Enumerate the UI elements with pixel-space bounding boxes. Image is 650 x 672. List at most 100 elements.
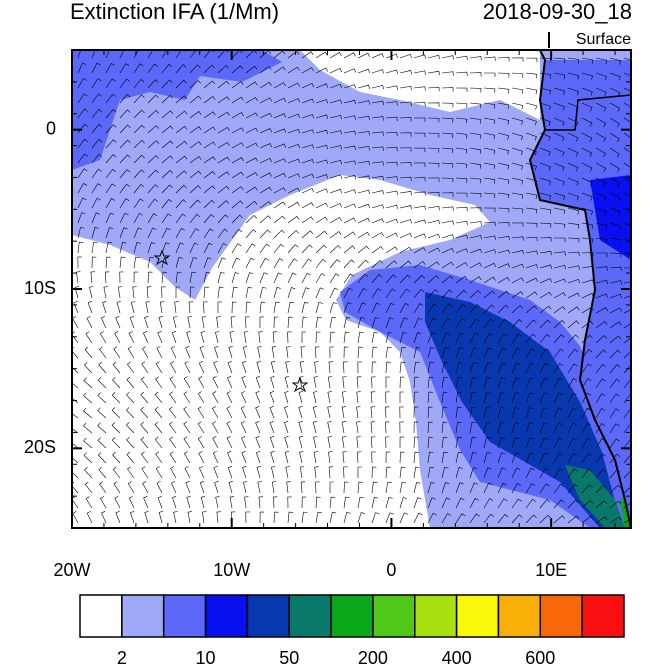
- barb: [228, 346, 233, 359]
- barb: [273, 113, 286, 119]
- barb: [119, 154, 131, 164]
- barb: [301, 316, 308, 329]
- x-tick-label: 10W: [213, 560, 250, 580]
- barb: [483, 377, 491, 389]
- barb: [469, 347, 478, 359]
- barb: [567, 515, 580, 524]
- barb: [595, 192, 607, 202]
- barb: [427, 206, 440, 211]
- colorbar-label: 400: [442, 648, 472, 667]
- barb: [119, 109, 131, 119]
- barb: [483, 276, 496, 284]
- barb: [497, 162, 510, 170]
- barb: [329, 316, 337, 329]
- barb: [441, 406, 448, 419]
- barb: [609, 117, 620, 128]
- barb: [183, 436, 191, 449]
- barb: [609, 177, 621, 187]
- barb: [203, 286, 209, 299]
- barb: [441, 289, 453, 299]
- barb: [399, 288, 410, 299]
- barb: [215, 496, 220, 509]
- barb: [189, 199, 201, 209]
- barb: [147, 63, 158, 74]
- barb: [77, 197, 87, 209]
- barb: [567, 87, 579, 96]
- barb: [105, 93, 117, 104]
- barb: [469, 391, 477, 404]
- barb: [581, 320, 594, 329]
- barb: [329, 114, 342, 120]
- barb: [287, 216, 300, 224]
- barb: [175, 79, 187, 89]
- barb: [469, 436, 477, 449]
- barb: [125, 407, 135, 419]
- barb: [581, 132, 593, 142]
- barb: [100, 496, 107, 509]
- barb: [161, 271, 168, 284]
- barb: [273, 511, 279, 524]
- barb: [581, 349, 593, 359]
- barb: [553, 407, 563, 419]
- barb: [399, 436, 405, 449]
- barb: [329, 481, 335, 494]
- barb: [567, 192, 579, 201]
- barb: [343, 217, 356, 224]
- barb: [511, 236, 524, 241]
- barb: [441, 332, 451, 344]
- barb: [469, 332, 479, 344]
- barb: [329, 245, 342, 254]
- barb: [455, 87, 468, 93]
- barb: [357, 273, 368, 284]
- barb: [511, 87, 524, 94]
- barb: [413, 361, 420, 374]
- barb: [455, 303, 467, 314]
- barb: [385, 85, 398, 90]
- barb: [469, 162, 482, 169]
- barb: [161, 170, 173, 179]
- barb: [511, 347, 521, 359]
- barb: [539, 452, 549, 464]
- barb: [567, 72, 580, 80]
- barb: [413, 102, 426, 107]
- barb: [357, 512, 366, 524]
- barb: [371, 288, 382, 299]
- barb: [273, 316, 279, 329]
- barb: [553, 207, 566, 215]
- barb: [595, 423, 606, 434]
- barb: [141, 466, 149, 479]
- barb: [284, 451, 290, 464]
- barb: [259, 66, 272, 74]
- barb: [342, 436, 347, 449]
- colorbar-swatch: [414, 594, 458, 638]
- barb: [623, 117, 631, 128]
- barb: [183, 376, 191, 389]
- barb: [341, 406, 347, 419]
- barb: [581, 393, 592, 404]
- barb: [483, 406, 491, 419]
- barb: [217, 200, 230, 209]
- barb: [227, 466, 233, 479]
- barb: [609, 147, 620, 158]
- barb: [147, 256, 155, 269]
- barb: [497, 249, 510, 254]
- barb: [525, 57, 538, 63]
- barb: [385, 361, 391, 374]
- barb: [497, 177, 510, 185]
- barb: [83, 392, 93, 404]
- barb: [385, 436, 390, 449]
- barb: [483, 207, 496, 213]
- barb: [371, 376, 376, 389]
- barb: [385, 116, 398, 122]
- colorbar-label: 50: [279, 648, 299, 667]
- barb: [469, 192, 482, 198]
- barb: [342, 451, 347, 464]
- barb: [105, 154, 117, 164]
- barb: [144, 511, 149, 524]
- barb: [243, 331, 249, 344]
- barb: [126, 451, 135, 464]
- barb: [89, 286, 94, 299]
- barb: [301, 144, 314, 149]
- barb: [539, 278, 552, 284]
- barb: [231, 286, 238, 299]
